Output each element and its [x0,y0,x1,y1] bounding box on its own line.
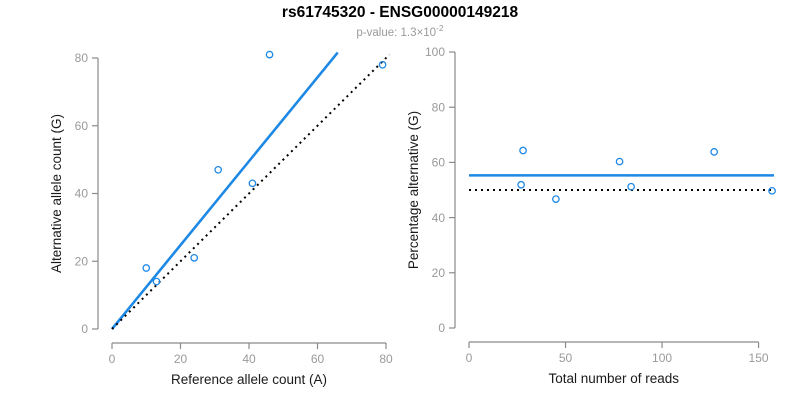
x-tick-label: 40 [242,352,256,366]
x-tick-label: 100 [652,351,672,365]
data-point [519,146,527,155]
y-axis-label: Alternative allele count (G) [49,114,64,273]
x-tick-label: 20 [174,352,188,366]
data-point [627,182,636,191]
data-point [710,148,719,156]
figure-subtitle: p-value: 1.3×10-2 [0,23,800,39]
pvalue-exponent: -2 [436,23,444,33]
data-point [517,180,525,189]
panel-2: 0 20 40 60 80 100 0 50 100 150 Total number of rea… [406,45,776,386]
panel-1: 0 20 40 60 80 0 20 40 60 80 Reference allele count… [49,50,393,387]
pvalue-mantissa: 1.3 [400,26,417,39]
y-tick-label: 100 [425,45,445,59]
y-tick-label: 80 [432,100,446,114]
x-tick-label: 0 [466,351,473,365]
data-point [214,165,223,174]
y-tick-label: 80 [75,51,89,65]
identity-line [111,53,391,330]
x-tick-label: 150 [749,351,769,365]
x-axis-label: Reference allele count (A) [171,372,327,387]
x-tick-label: 50 [559,351,573,365]
x-tick-label: 0 [109,352,116,366]
data-point [768,186,776,195]
data-point [265,50,274,59]
x-tick-label: 80 [379,352,393,366]
y-tick-label: 60 [432,156,446,170]
data-point [248,179,257,188]
y-tick-label: 60 [75,119,89,133]
y-tick-label: 20 [75,254,89,268]
y-axis-label: Percentage alternative (G) [406,111,421,269]
y-tick-label: 0 [438,321,445,335]
pvalue-prefix: p-value: [356,26,401,39]
data-point [615,157,624,166]
y-tick-label: 40 [75,187,89,201]
data-point [190,254,199,262]
data-point [378,60,387,69]
fitted-ratio-line [110,51,339,330]
figure-title: rs61745320 - ENSG00000149218 [281,4,519,21]
y-tick-label: 20 [432,266,446,280]
y-tick-label: 0 [81,322,88,336]
data-point [552,195,560,203]
pvalue-times-base: ×10 [416,26,437,39]
data-point [142,264,151,272]
data-point [152,277,161,286]
y-tick-label: 40 [432,211,446,225]
x-axis-label: Total number of reads [548,371,679,386]
x-tick-label: 60 [311,352,325,366]
